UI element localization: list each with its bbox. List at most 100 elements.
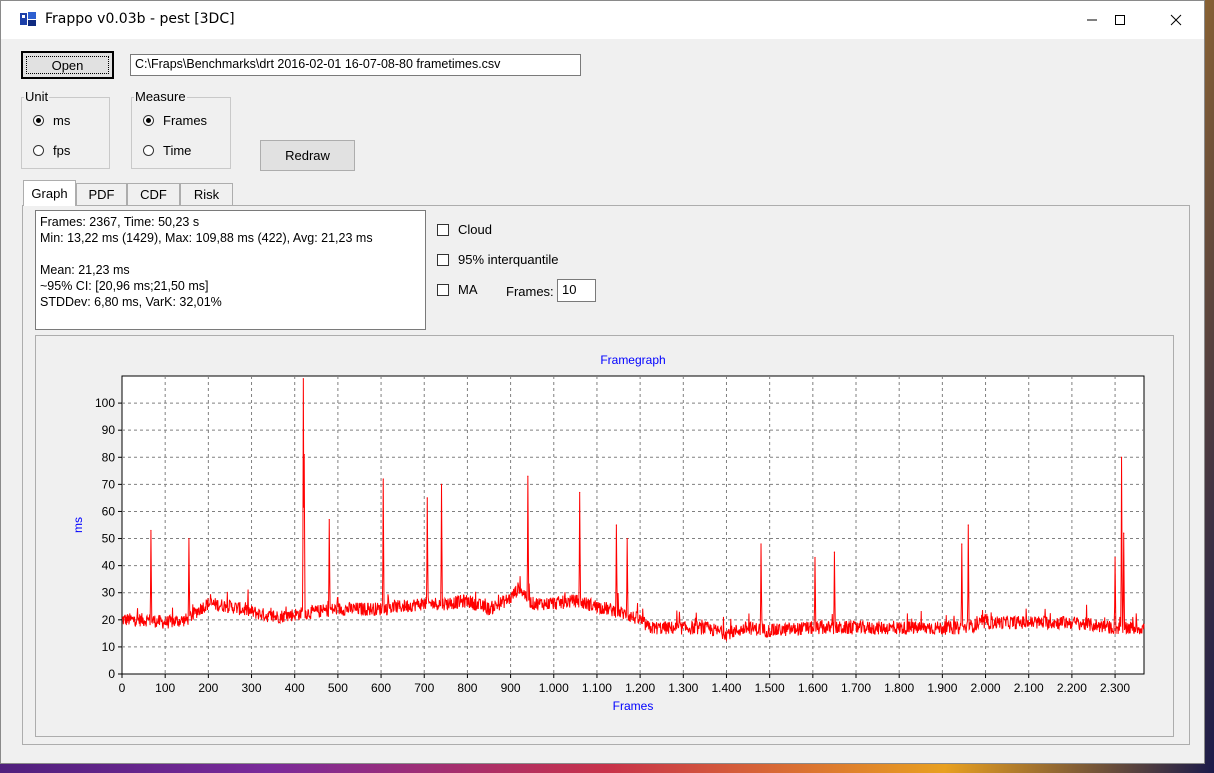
tab-cdf[interactable]: CDF [127, 183, 180, 205]
x-tick-label: 1.900 [927, 681, 957, 695]
x-tick-label: 1.200 [625, 681, 655, 695]
tab-risk[interactable]: Risk [180, 183, 233, 205]
measure-frames-label: Frames [163, 113, 208, 128]
ma-label: MA [458, 282, 478, 297]
interquantile-checkbox[interactable]: 95% interquantile [437, 252, 558, 267]
title-bar[interactable]: Frappo v0.03b - pest [3DC] [1, 1, 1204, 39]
checkbox-icon [437, 253, 449, 266]
spike-point [967, 524, 969, 526]
spike-point [302, 378, 304, 380]
x-tick-label: 2.100 [1014, 681, 1044, 695]
window-title: Frappo v0.03b - pest [3DC] [45, 11, 235, 27]
frames-input[interactable]: 10 [557, 279, 596, 302]
chart-title: Framegraph [600, 353, 665, 367]
x-tick-label: 400 [285, 681, 305, 695]
stats-spacer [40, 246, 421, 262]
x-tick-label: 2.200 [1057, 681, 1087, 695]
unit-fps-label: fps [53, 143, 71, 158]
tab-graph[interactable]: Graph [23, 180, 76, 206]
radio-icon [143, 145, 154, 156]
x-tick-label: 700 [414, 681, 434, 695]
y-tick-label: 100 [95, 396, 115, 410]
y-tick-label: 60 [102, 504, 116, 518]
x-tick-label: 1.100 [582, 681, 612, 695]
spike-point [626, 537, 628, 540]
unit-group: Unit [21, 89, 110, 169]
spike-point [426, 497, 428, 499]
spike-point [961, 543, 963, 545]
x-tick-label: 900 [501, 681, 521, 695]
x-tick-label: 100 [155, 681, 175, 695]
x-tick-label: 500 [328, 681, 348, 695]
stats-ci: ~95% CI: [20,96 ms;21,50 ms] [40, 279, 209, 293]
spike-point [440, 483, 443, 485]
y-tick-label: 50 [102, 532, 116, 546]
y-tick-label: 90 [102, 423, 116, 437]
stats-min-max-avg: Min: 13,22 ms (1429), Max: 109,88 ms (42… [40, 231, 373, 245]
checkbox-icon [437, 283, 449, 296]
open-button[interactable]: Open [21, 51, 114, 79]
app-icon [20, 12, 36, 26]
stats-frames-time: Frames: 2367, Time: 50,23 s [40, 215, 200, 229]
radio-icon [33, 145, 44, 156]
stats-stddev: STDDev: 6,80 ms, VarK: 32,01% [40, 295, 222, 309]
unit-fps-radio[interactable]: fps [33, 143, 70, 158]
measure-time-radio[interactable]: Time [143, 143, 191, 158]
y-tick-label: 40 [102, 559, 116, 573]
measure-time-label: Time [163, 143, 192, 158]
close-icon [1170, 14, 1182, 26]
close-button[interactable] [1148, 1, 1204, 39]
ma-checkbox[interactable]: MA [437, 282, 478, 297]
spike-point [579, 491, 581, 494]
radio-selected-icon [33, 115, 44, 126]
y-tick-label: 70 [102, 477, 116, 491]
y-tick-label: 20 [102, 613, 116, 627]
x-tick-label: 1.300 [668, 681, 698, 695]
x-tick-label: 1.400 [711, 681, 741, 695]
spike-point [188, 537, 190, 540]
x-tick-label: 1.000 [539, 681, 569, 695]
plot-area [121, 375, 1145, 675]
spike-point [303, 453, 305, 456]
maximize-button[interactable] [1092, 1, 1148, 39]
spike-point [833, 551, 836, 553]
spike-point [527, 475, 529, 477]
cloud-checkbox[interactable]: Cloud [437, 222, 492, 237]
unit-ms-radio[interactable]: ms [33, 113, 70, 128]
x-tick-label: 200 [198, 681, 218, 695]
series-line-frametimes [121, 378, 1145, 642]
y-tick-label: 30 [102, 586, 116, 600]
unit-ms-label: ms [53, 113, 71, 128]
x-tick-label: 2.000 [971, 681, 1001, 695]
y-tick-label: 80 [102, 450, 116, 464]
stats-box[interactable]: Frames: 2367, Time: 50,23 s Min: 13,22 m… [35, 210, 426, 330]
x-tick-label: 1.700 [841, 681, 871, 695]
cloud-label: Cloud [458, 222, 492, 237]
spike-point [814, 556, 816, 559]
x-tick-label: 800 [457, 681, 477, 695]
file-path-field[interactable]: C:\Fraps\Benchmarks\drt 2016-02-01 16-07… [130, 54, 581, 76]
spike-point [1120, 456, 1123, 458]
frames-label: Frames: [506, 284, 554, 299]
stats-mean: Mean: 21,23 ms [40, 263, 130, 277]
y-tick-label: 10 [102, 640, 116, 654]
x-tick-label: 300 [242, 681, 262, 695]
x-tick-label: 1.500 [755, 681, 785, 695]
spike-point [382, 478, 384, 480]
measure-frames-radio[interactable]: Frames [143, 113, 207, 128]
redraw-button[interactable]: Redraw [260, 140, 355, 171]
unit-group-label: Unit [24, 89, 50, 104]
checkbox-icon [437, 223, 449, 236]
x-tick-label: 1.800 [884, 681, 914, 695]
x-axis-label: Frames [613, 699, 654, 713]
x-tick-label: 0 [119, 681, 126, 695]
maximize-icon [1115, 15, 1125, 25]
spike-point [150, 529, 152, 532]
radio-selected-icon [143, 115, 154, 126]
minimize-button[interactable] [1064, 1, 1120, 39]
minimize-icon [1087, 19, 1097, 21]
tab-pdf[interactable]: PDF [76, 183, 127, 205]
x-tick-label: 600 [371, 681, 391, 695]
framegraph-chart: 0 100 200 300 400 500 600 700 800 900 1.000 1.100 1.… [71, 353, 1145, 713]
